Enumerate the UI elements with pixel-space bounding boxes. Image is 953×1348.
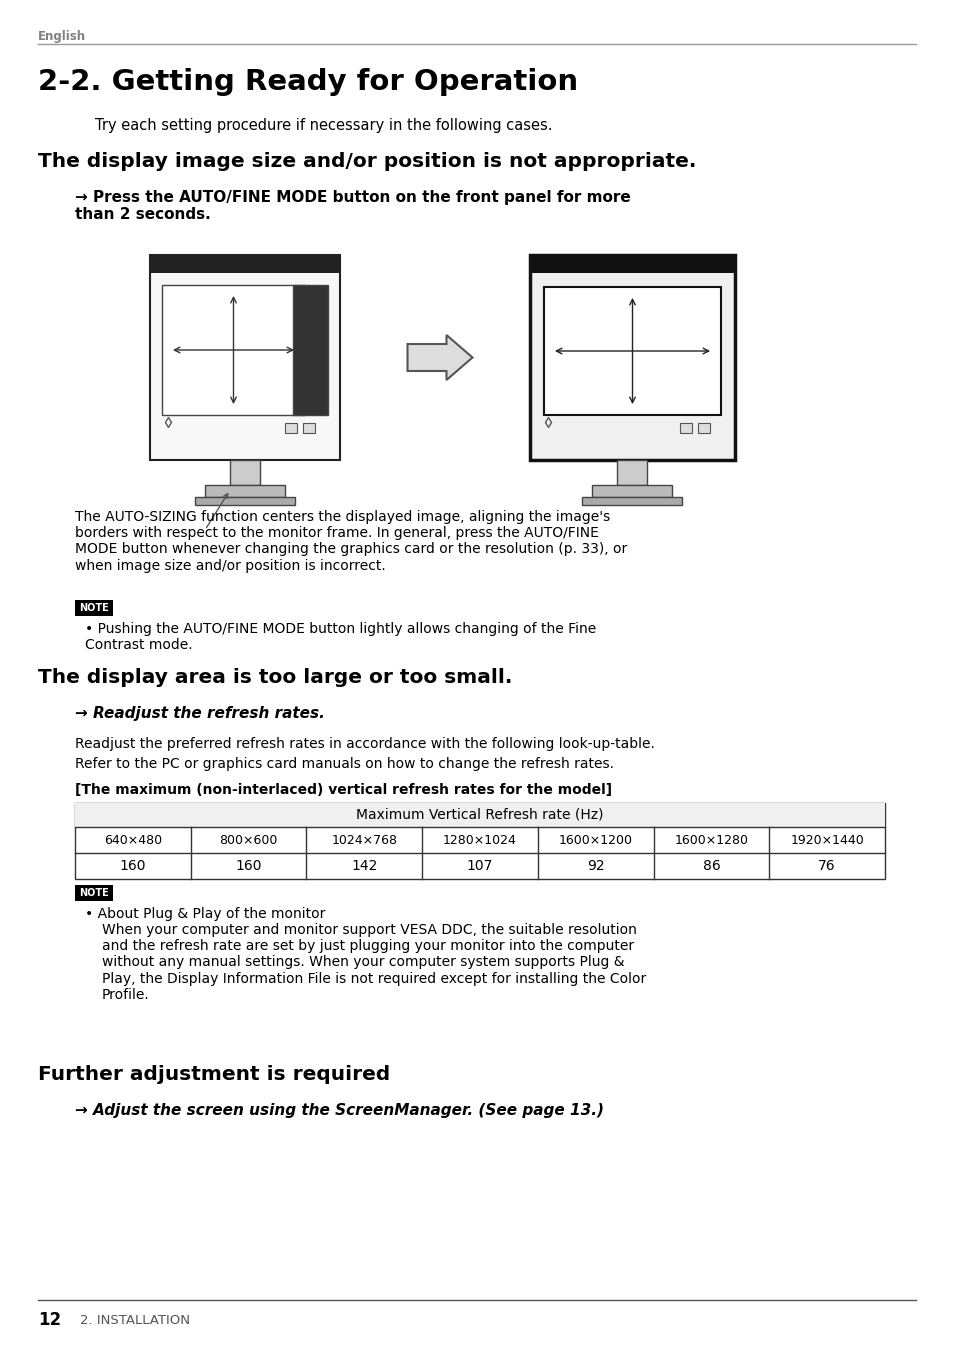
Bar <box>303 423 314 433</box>
Bar <box>530 255 734 274</box>
Text: The display area is too large or too small.: The display area is too large or too sma… <box>38 669 512 687</box>
Text: NOTE: NOTE <box>79 888 109 898</box>
Text: 160: 160 <box>119 859 146 874</box>
Bar <box>530 255 734 460</box>
Text: 2. INSTALLATION: 2. INSTALLATION <box>80 1313 190 1326</box>
Text: Refer to the PC or graphics card manuals on how to change the refresh rates.: Refer to the PC or graphics card manuals… <box>75 758 614 771</box>
Bar <box>592 485 672 497</box>
Text: English: English <box>38 30 86 43</box>
Text: Readjust the preferred refresh rates in accordance with the following look-up-ta: Readjust the preferred refresh rates in … <box>75 737 654 751</box>
Text: When your computer and monitor support VESA DDC, the suitable resolution
and the: When your computer and monitor support V… <box>102 923 645 1002</box>
Bar <box>582 497 681 506</box>
Bar <box>679 423 691 433</box>
Bar <box>194 497 294 506</box>
Polygon shape <box>407 336 472 380</box>
Bar <box>205 485 285 497</box>
Bar <box>162 284 305 415</box>
Text: 1920×1440: 1920×1440 <box>789 833 863 847</box>
Text: 142: 142 <box>351 859 377 874</box>
Text: 800×600: 800×600 <box>219 833 277 847</box>
Text: Further adjustment is required: Further adjustment is required <box>38 1065 390 1084</box>
Bar <box>75 886 112 900</box>
Text: • Pushing the AUTO/FINE MODE button lightly allows changing of the Fine
Contrast: • Pushing the AUTO/FINE MODE button ligh… <box>85 621 596 652</box>
Text: 12: 12 <box>38 1312 61 1329</box>
Text: • About Plug & Play of the monitor: • About Plug & Play of the monitor <box>85 907 325 921</box>
Bar <box>150 255 339 460</box>
Bar <box>293 284 328 415</box>
Bar <box>75 600 112 616</box>
Text: 1600×1200: 1600×1200 <box>558 833 632 847</box>
Text: Maximum Vertical Refresh rate (Hz): Maximum Vertical Refresh rate (Hz) <box>355 807 603 822</box>
Text: 107: 107 <box>466 859 493 874</box>
Bar <box>698 423 709 433</box>
Text: 1280×1024: 1280×1024 <box>442 833 517 847</box>
Text: 92: 92 <box>586 859 604 874</box>
Text: 76: 76 <box>818 859 835 874</box>
Bar <box>230 460 260 485</box>
Text: The AUTO-SIZING function centers the displayed image, aligning the image's
borde: The AUTO-SIZING function centers the dis… <box>75 510 626 573</box>
Bar <box>543 287 720 415</box>
Text: 1024×768: 1024×768 <box>331 833 396 847</box>
Bar <box>150 255 339 274</box>
Bar <box>285 423 296 433</box>
Text: 86: 86 <box>701 859 720 874</box>
Text: 640×480: 640×480 <box>104 833 162 847</box>
Text: → Readjust the refresh rates.: → Readjust the refresh rates. <box>75 706 325 721</box>
Text: NOTE: NOTE <box>79 603 109 613</box>
Text: → Press the AUTO/FINE MODE button on the front panel for more
than 2 seconds.: → Press the AUTO/FINE MODE button on the… <box>75 190 630 222</box>
Text: The display image size and/or position is not appropriate.: The display image size and/or position i… <box>38 152 696 171</box>
Text: 160: 160 <box>235 859 261 874</box>
Bar <box>617 460 647 485</box>
Text: 2-2. Getting Ready for Operation: 2-2. Getting Ready for Operation <box>38 67 578 96</box>
Text: → Adjust the screen using the ScreenManager. (See page 13.): → Adjust the screen using the ScreenMana… <box>75 1103 603 1117</box>
Text: [The maximum (non-interlaced) vertical refresh rates for the model]: [The maximum (non-interlaced) vertical r… <box>75 783 612 797</box>
Text: Try each setting procedure if necessary in the following cases.: Try each setting procedure if necessary … <box>95 119 552 133</box>
Text: 1600×1280: 1600×1280 <box>674 833 748 847</box>
Bar <box>75 803 884 828</box>
Bar <box>75 803 884 879</box>
